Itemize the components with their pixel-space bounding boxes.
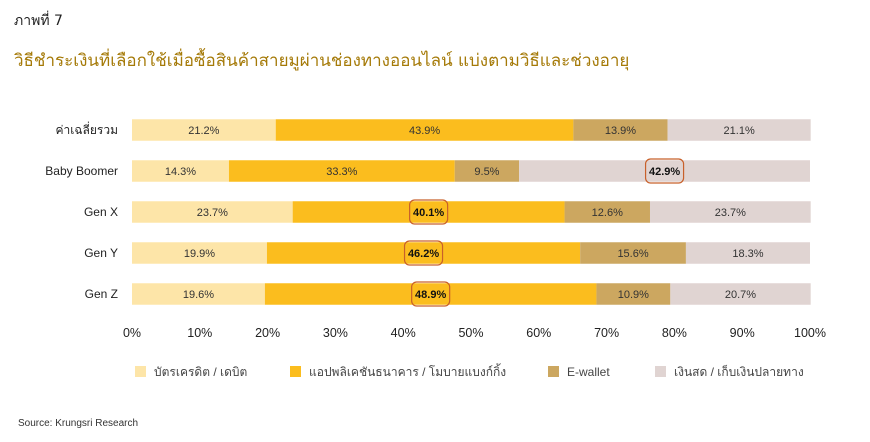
x-tick-label-4: 40%: [391, 326, 416, 340]
bar-segment-3-0: [132, 242, 267, 264]
data-label-2-2: 12.6%: [592, 207, 623, 219]
data-label-2-3: 23.7%: [715, 207, 746, 219]
legend-label-0: บัตรเครดิต / เดบิต: [154, 365, 247, 379]
legend-label-1: แอปพลิเคชันธนาคาร / โมบายแบงก์กิ้ง: [309, 363, 506, 379]
bar-segment-1-0: [132, 160, 229, 182]
data-label-1-0: 14.3%: [165, 166, 196, 178]
data-label-4-0: 19.6%: [183, 289, 214, 301]
figure-label: ภาพที่ 7: [14, 13, 63, 29]
legend-swatch-1: [290, 366, 301, 377]
legend-label-2: E-wallet: [567, 365, 610, 379]
bar-segment-0-2: [573, 119, 668, 141]
bar-segment-0-1: [275, 119, 574, 141]
data-label-3-1: 46.2%: [408, 248, 439, 260]
chart-title: วิธีชำระเงินที่เลือกใช้เมื่อซื้อสินค้าสา…: [14, 51, 630, 71]
data-label-3-3: 18.3%: [732, 248, 763, 260]
source-note: Source: Krungsri Research: [18, 418, 139, 429]
bar-segment-1-1: [228, 160, 455, 182]
legend-swatch-2: [548, 366, 559, 377]
data-label-0-2: 13.9%: [605, 125, 636, 137]
data-label-3-0: 19.9%: [184, 248, 215, 260]
bar-segment-3-1: [266, 242, 581, 264]
bar-segment-3-3: [685, 242, 810, 264]
x-tick-label-1: 10%: [187, 326, 212, 340]
bar-segment-2-2: [564, 201, 650, 223]
x-tick-label-10: 100%: [794, 326, 826, 340]
category-label-4: Gen Z: [85, 287, 118, 301]
category-label-0: ค่าเฉลี่ยรวม: [55, 121, 118, 137]
bar-segment-4-2: [596, 283, 671, 305]
data-label-4-3: 20.7%: [725, 289, 756, 301]
data-label-2-1: 40.1%: [413, 207, 444, 219]
bar-segment-4-0: [132, 283, 265, 305]
bar-segment-4-3: [670, 283, 811, 305]
x-tick-label-3: 30%: [323, 326, 348, 340]
category-label-2: Gen X: [84, 205, 118, 219]
x-tick-label-8: 80%: [662, 326, 687, 340]
x-tick-label-0: 0%: [123, 326, 141, 340]
bar-segment-2-0: [132, 201, 293, 223]
data-label-0-1: 43.9%: [409, 125, 440, 137]
data-label-0-0: 21.2%: [188, 125, 219, 137]
x-tick-label-5: 50%: [458, 326, 483, 340]
bar-segment-2-3: [649, 201, 811, 223]
legend-label-3: เงินสด / เก็บเงินปลายทาง: [674, 364, 804, 379]
x-tick-label-7: 70%: [594, 326, 619, 340]
data-label-3-2: 15.6%: [617, 248, 648, 260]
bar-segment-1-2: [454, 160, 520, 182]
bar-segment-1-3: [519, 160, 810, 182]
x-tick-label-2: 20%: [255, 326, 280, 340]
data-label-2-0: 23.7%: [197, 207, 228, 219]
legend-swatch-3: [655, 366, 666, 377]
data-label-4-2: 10.9%: [618, 289, 649, 301]
highlight-box-3-1: [403, 240, 444, 266]
data-label-0-3: 21.1%: [724, 125, 755, 137]
legend-swatch-0: [135, 366, 146, 377]
data-label-1-2: 9.5%: [474, 166, 499, 178]
data-label-1-3: 42.9%: [649, 166, 680, 178]
bar-segment-4-1: [264, 283, 597, 305]
bar-segment-0-3: [667, 119, 811, 141]
highlight-box-2-1: [409, 199, 449, 225]
category-label-3: Gen Y: [84, 246, 118, 260]
highlight-box-1-3: [644, 158, 685, 184]
bar-segment-2-1: [292, 201, 565, 223]
x-tick-label-9: 90%: [730, 326, 755, 340]
category-label-1: Baby Boomer: [45, 164, 118, 178]
data-label-4-1: 48.9%: [415, 289, 446, 301]
x-tick-label-6: 60%: [526, 326, 551, 340]
data-label-1-1: 33.3%: [326, 166, 357, 178]
bar-segment-0-0: [132, 119, 276, 141]
highlight-box-4-1: [411, 281, 451, 307]
bar-segment-3-2: [580, 242, 686, 264]
